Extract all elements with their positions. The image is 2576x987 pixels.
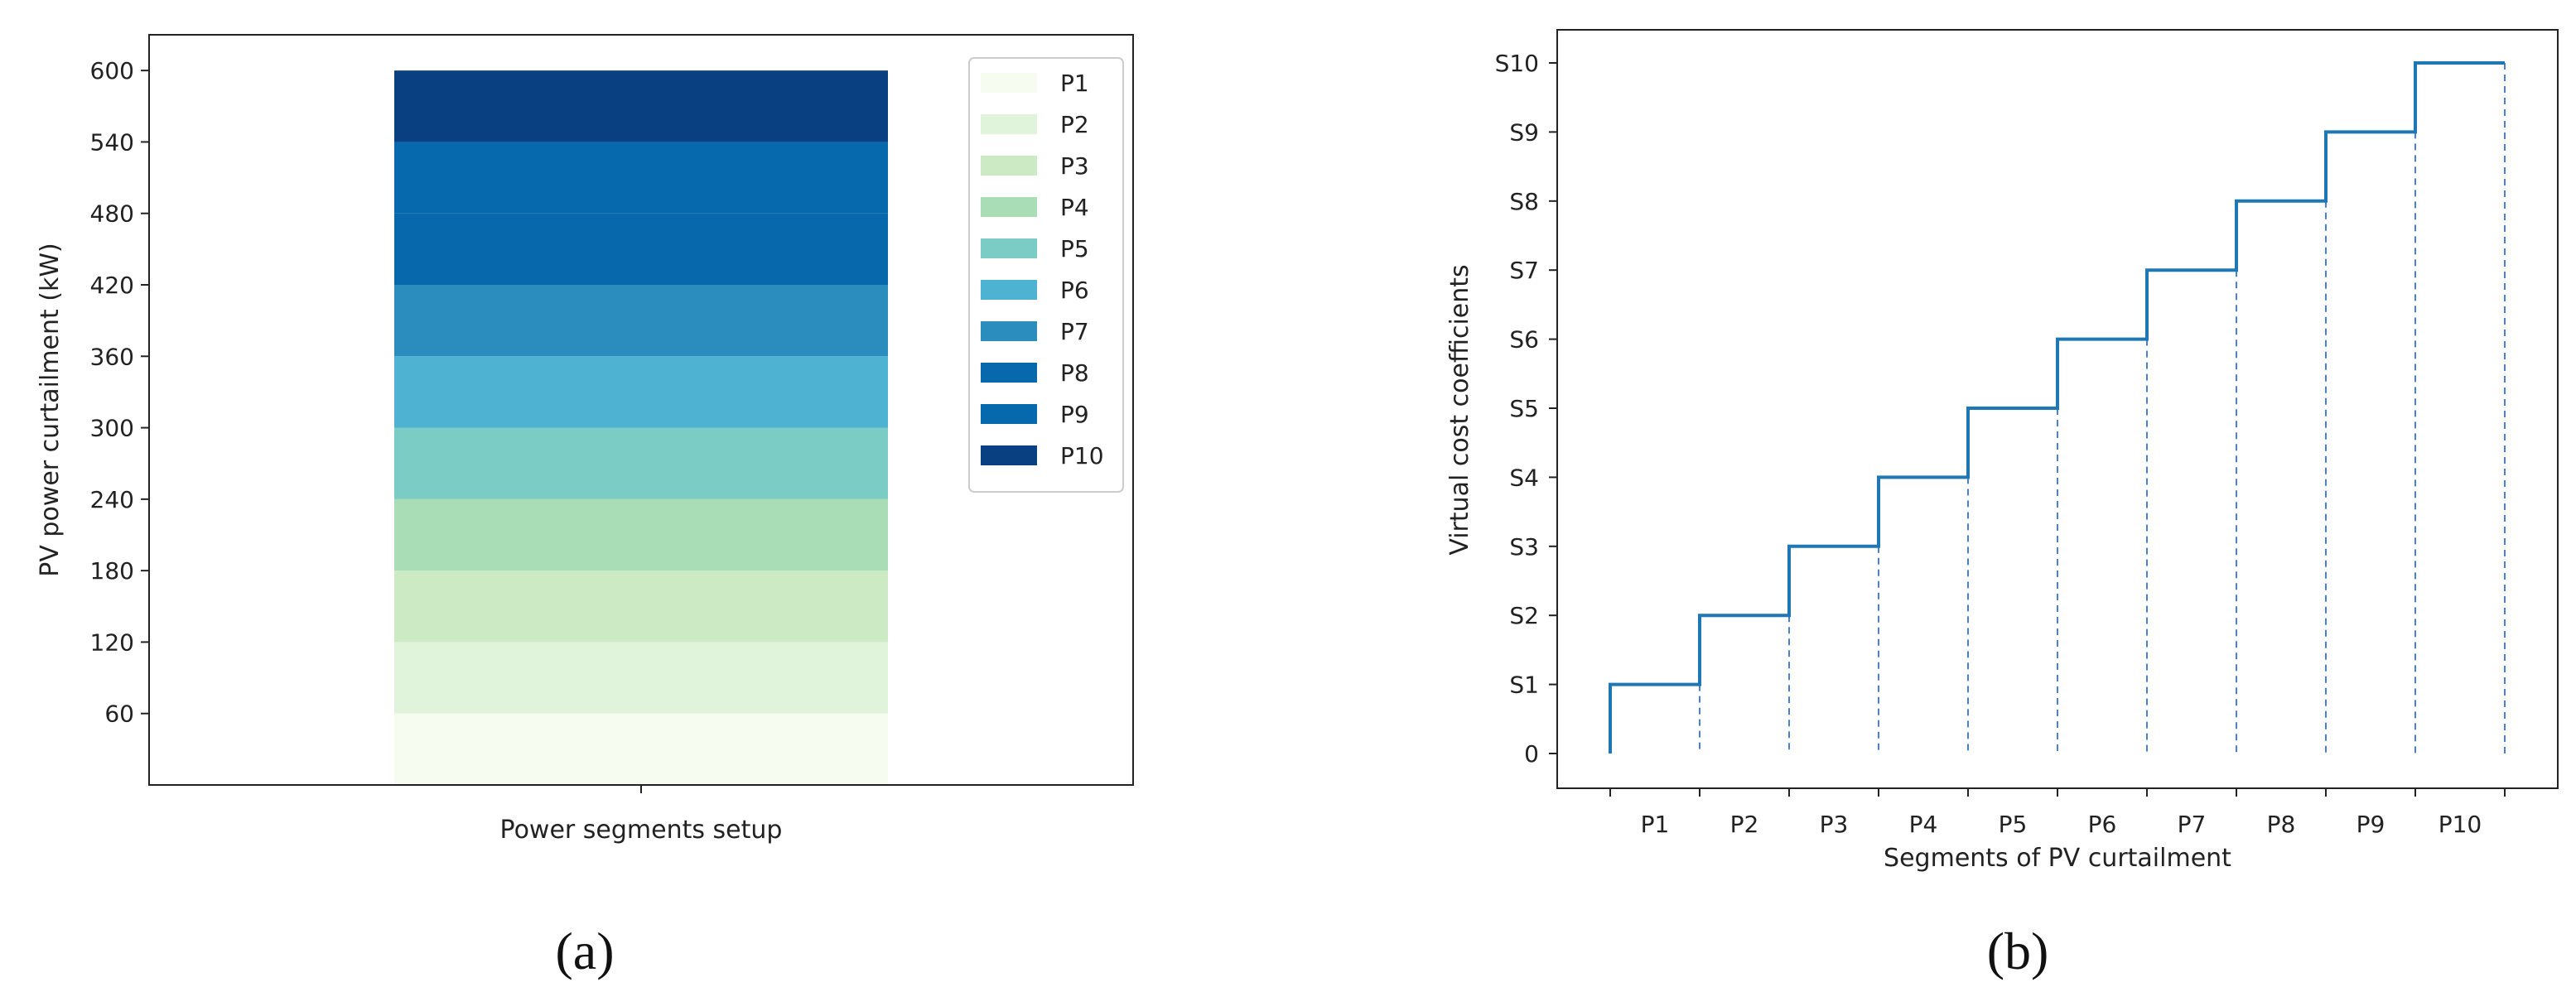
panel-label-b: (b) bbox=[1987, 922, 2049, 980]
x-tick-label-p8: P8 bbox=[2267, 811, 2296, 838]
bar-segment-p1 bbox=[394, 713, 888, 785]
x-tick-label-p9: P9 bbox=[2357, 811, 2385, 838]
legend-swatch-p3 bbox=[981, 156, 1037, 176]
legend-swatch-p10 bbox=[981, 445, 1037, 465]
bar-segment-p5 bbox=[394, 427, 888, 499]
bar-segment-p7 bbox=[394, 285, 888, 357]
legend-label-p7: P7 bbox=[1060, 318, 1089, 345]
y-tick-label-a: 540 bbox=[90, 128, 134, 156]
legend-swatch-p5 bbox=[981, 238, 1037, 258]
y-axis-b: 0 S1 S2 S3 S4 S5 S6 S7 S8 S9 S10 bbox=[1495, 50, 1557, 768]
y-axis-label-a: PV power curtailment (kW) bbox=[36, 243, 65, 577]
x-tick-label-p7: P7 bbox=[2178, 811, 2207, 838]
y-tick-label-b: S9 bbox=[1509, 118, 1539, 146]
x-axis-b: P1 P2 P3 P4 P5 P6 P7 P8 P9 P10 bbox=[1609, 788, 2506, 838]
y-tick-label-b: S3 bbox=[1509, 533, 1539, 561]
bar-segment-p8 bbox=[394, 213, 888, 285]
legend-label-p1: P1 bbox=[1060, 70, 1089, 97]
legend-swatch-p6 bbox=[981, 280, 1037, 300]
y-tick-label-b: S1 bbox=[1509, 672, 1539, 699]
y-tick-label-b: S5 bbox=[1509, 395, 1539, 422]
y-axis-label-b: Virtual cost coefficients bbox=[1445, 264, 1474, 555]
x-tick-label-p6: P6 bbox=[2088, 811, 2117, 838]
x-tick-label-p10: P10 bbox=[2439, 811, 2482, 838]
y-tick-label-a: 600 bbox=[90, 57, 134, 84]
bar-segment-p4 bbox=[394, 498, 888, 571]
legend-swatch-p4 bbox=[981, 197, 1037, 217]
legend-label-p4: P4 bbox=[1060, 194, 1089, 221]
bar-segment-p6 bbox=[394, 356, 888, 428]
y-tick-label-a: 240 bbox=[90, 486, 134, 513]
y-tick-label-b: S7 bbox=[1509, 257, 1539, 284]
y-tick-label-b: S6 bbox=[1509, 326, 1539, 354]
y-tick-label-a: 120 bbox=[90, 628, 134, 656]
y-tick-label-a: 360 bbox=[90, 343, 134, 370]
legend-label-p10: P10 bbox=[1060, 442, 1104, 469]
panel-label-a: (a) bbox=[555, 922, 614, 980]
y-tick-label-a: 300 bbox=[90, 415, 134, 442]
bar-segment-p9 bbox=[394, 142, 888, 214]
y-tick-label-b: S8 bbox=[1509, 188, 1539, 215]
legend-a: P1 P2 P3 P4 P5 P6 P7 P8 P9 P10 bbox=[968, 57, 1124, 493]
dashed-guides bbox=[1699, 63, 2506, 753]
step-line bbox=[1609, 61, 2505, 753]
x-tick-label-p3: P3 bbox=[1820, 811, 1849, 838]
x-axis-label-a: Power segments setup bbox=[500, 816, 783, 845]
y-tick-label-a: 60 bbox=[104, 701, 134, 728]
chart-a: 60 120 180 240 300 360 420 480 540 600 Power segm… bbox=[36, 34, 1134, 980]
x-tick-label-p4: P4 bbox=[1909, 811, 1938, 838]
y-tick-label-b: 0 bbox=[1524, 740, 1539, 768]
y-tick-label-b: S2 bbox=[1509, 602, 1539, 629]
legend-swatch-p9 bbox=[981, 404, 1037, 424]
x-tick-label-p1: P1 bbox=[1641, 811, 1670, 838]
x-tick-label-p2: P2 bbox=[1730, 811, 1759, 838]
bar-segment-p2 bbox=[394, 642, 888, 714]
legend-label-p9: P9 bbox=[1060, 401, 1089, 428]
legend-label-p2: P2 bbox=[1060, 111, 1089, 138]
y-tick-label-a: 420 bbox=[90, 272, 134, 299]
legend-swatch-p8 bbox=[981, 363, 1037, 383]
legend-swatch-p2 bbox=[981, 114, 1037, 134]
stacked-bars bbox=[394, 70, 888, 785]
legend-swatch-p7 bbox=[981, 321, 1037, 341]
bar-segment-p10 bbox=[394, 70, 888, 142]
legend-label-p8: P8 bbox=[1060, 359, 1089, 387]
x-axis-label-b: Segments of PV curtailment bbox=[1884, 844, 2231, 873]
x-tick-label-p5: P5 bbox=[1999, 811, 2028, 838]
bar-segment-p3 bbox=[394, 571, 888, 643]
y-tick-label-a: 480 bbox=[90, 200, 134, 228]
legend-label-p6: P6 bbox=[1060, 277, 1089, 304]
y-axis-a: 60 120 180 240 300 360 420 480 540 600 bbox=[90, 57, 149, 728]
y-tick-label-b: S4 bbox=[1509, 464, 1539, 491]
legend-label-p3: P3 bbox=[1060, 152, 1089, 180]
legend-swatch-p1 bbox=[981, 73, 1037, 93]
y-tick-label-b: S10 bbox=[1495, 50, 1539, 77]
y-tick-label-a: 180 bbox=[90, 557, 134, 585]
legend-label-p5: P5 bbox=[1060, 235, 1089, 262]
